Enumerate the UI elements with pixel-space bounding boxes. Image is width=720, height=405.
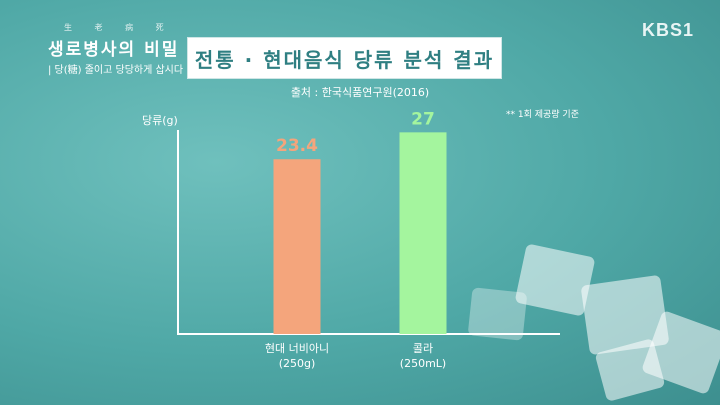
logo-hanja-decoration: 生 老 病 死 bbox=[64, 23, 174, 32]
program-title: 생로병사의 비밀 bbox=[48, 40, 180, 60]
program-logo: 生 老 病 死 생로병사의 비밀 | 당(糖) 줄이고 당당하게 삽시다 bbox=[48, 22, 183, 76]
bar-value-label: 27 bbox=[411, 109, 435, 129]
bar-value-label: 23.4 bbox=[276, 136, 318, 156]
bar-1 bbox=[273, 159, 321, 334]
y-axis-label: 당류(g) bbox=[142, 114, 178, 127]
category-sublabel: (250g) bbox=[279, 357, 316, 370]
bar-group: 23.4 현대 너비아니 (250g) 27 콜라 (250mL) bbox=[265, 109, 447, 370]
program-subtitle: | 당(糖) 줄이고 당당하게 삽시다 bbox=[48, 65, 184, 76]
chart-title: 전통 · 현대음식 당류 분석 결과 bbox=[187, 37, 502, 79]
category-sublabel: (250mL) bbox=[400, 357, 446, 370]
chart-source: 출처 : 한국식품연구원(2016) bbox=[290, 86, 430, 99]
category-label: 콜라 bbox=[413, 342, 433, 355]
broadcaster-logo: KBS1 bbox=[641, 20, 694, 40]
chart-note: ** 1회 제공량 기준 bbox=[506, 110, 579, 120]
category-label: 현대 너비아니 bbox=[265, 342, 329, 355]
bar-2 bbox=[399, 132, 447, 334]
